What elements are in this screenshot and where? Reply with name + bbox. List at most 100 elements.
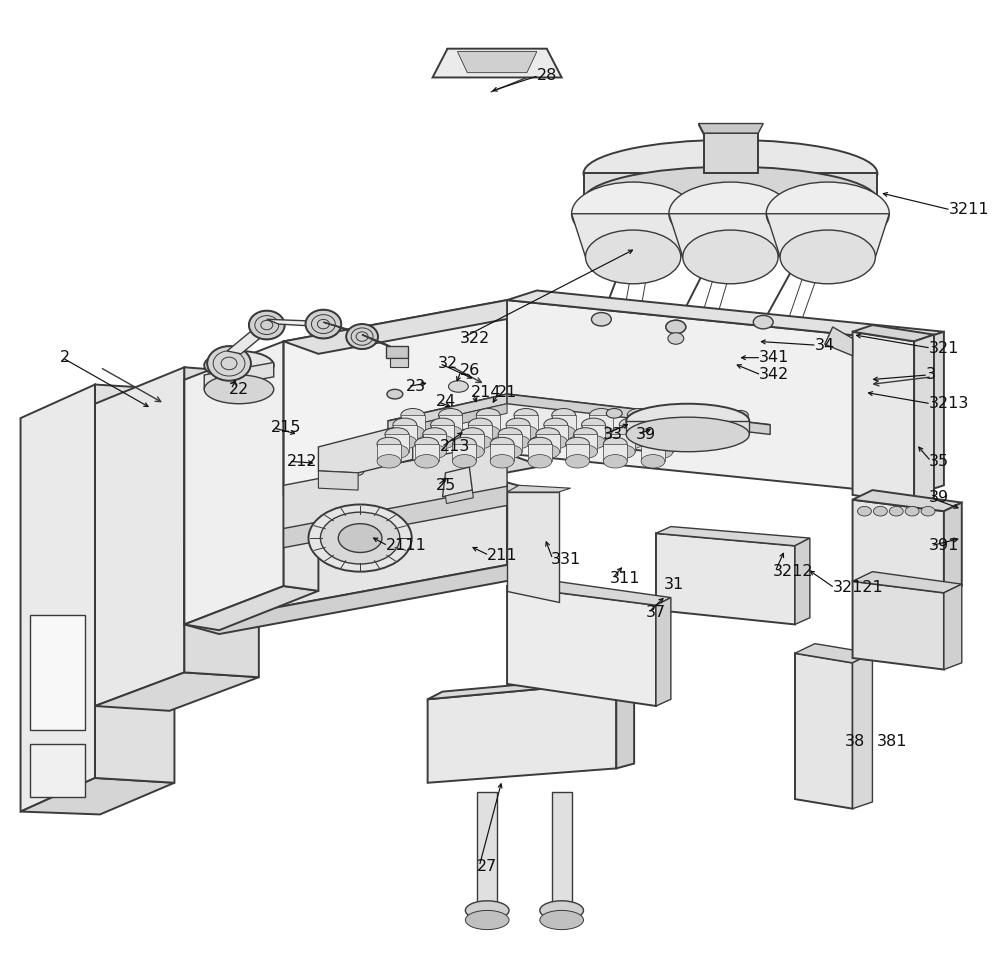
Ellipse shape	[649, 445, 673, 458]
Text: 32121: 32121	[833, 580, 883, 596]
Ellipse shape	[552, 426, 576, 439]
Polygon shape	[603, 444, 627, 461]
Ellipse shape	[439, 408, 462, 422]
Polygon shape	[415, 444, 439, 461]
Text: 27: 27	[477, 859, 498, 874]
Ellipse shape	[683, 230, 778, 283]
Polygon shape	[795, 653, 853, 809]
Ellipse shape	[766, 182, 889, 245]
Polygon shape	[536, 434, 560, 452]
Ellipse shape	[665, 426, 689, 439]
Polygon shape	[388, 404, 507, 440]
Text: 22: 22	[229, 382, 249, 397]
Text: 2: 2	[60, 350, 70, 365]
Text: 3: 3	[926, 367, 936, 382]
Ellipse shape	[732, 410, 748, 420]
Polygon shape	[853, 500, 944, 593]
Ellipse shape	[566, 455, 589, 468]
Polygon shape	[582, 425, 605, 442]
Ellipse shape	[544, 418, 568, 431]
Ellipse shape	[905, 506, 919, 516]
Polygon shape	[362, 334, 398, 350]
Polygon shape	[377, 444, 401, 461]
Ellipse shape	[498, 428, 522, 441]
Polygon shape	[443, 467, 472, 497]
Ellipse shape	[540, 910, 584, 929]
Polygon shape	[574, 434, 597, 452]
Ellipse shape	[308, 505, 412, 572]
Polygon shape	[476, 415, 500, 432]
Text: 26: 26	[459, 362, 480, 378]
Ellipse shape	[572, 182, 695, 245]
Ellipse shape	[619, 435, 643, 449]
Polygon shape	[318, 428, 413, 473]
Text: 322: 322	[459, 331, 490, 346]
Polygon shape	[423, 434, 446, 452]
Polygon shape	[284, 300, 507, 495]
Polygon shape	[284, 486, 507, 548]
Polygon shape	[227, 323, 274, 354]
Ellipse shape	[460, 445, 484, 458]
Ellipse shape	[465, 910, 509, 929]
Ellipse shape	[338, 524, 382, 553]
Ellipse shape	[460, 428, 484, 441]
Ellipse shape	[528, 455, 552, 468]
Text: 23: 23	[406, 379, 426, 394]
Ellipse shape	[465, 900, 509, 920]
Bar	[704, 134, 758, 173]
Polygon shape	[318, 471, 358, 490]
Polygon shape	[665, 415, 689, 432]
Polygon shape	[853, 581, 944, 670]
Polygon shape	[439, 415, 462, 432]
Polygon shape	[452, 444, 476, 461]
Text: 3212: 3212	[773, 564, 814, 579]
Ellipse shape	[468, 435, 492, 449]
Text: 24: 24	[436, 394, 456, 409]
Ellipse shape	[385, 445, 409, 458]
Ellipse shape	[393, 435, 417, 449]
Polygon shape	[616, 675, 634, 769]
Polygon shape	[566, 444, 589, 461]
Polygon shape	[184, 367, 259, 678]
Polygon shape	[914, 334, 934, 505]
Ellipse shape	[249, 310, 285, 339]
Polygon shape	[477, 793, 497, 904]
Ellipse shape	[780, 230, 875, 283]
Polygon shape	[657, 425, 681, 442]
Ellipse shape	[306, 309, 341, 338]
Ellipse shape	[204, 375, 274, 404]
Ellipse shape	[452, 437, 476, 451]
Ellipse shape	[431, 435, 454, 449]
Polygon shape	[552, 793, 572, 904]
Polygon shape	[619, 425, 643, 442]
Text: 391: 391	[929, 538, 959, 554]
Polygon shape	[572, 213, 695, 257]
Ellipse shape	[668, 333, 684, 344]
Text: 215: 215	[271, 420, 301, 435]
Polygon shape	[284, 454, 542, 507]
Ellipse shape	[589, 426, 613, 439]
Ellipse shape	[377, 437, 401, 451]
Ellipse shape	[490, 455, 514, 468]
Polygon shape	[656, 533, 795, 625]
Ellipse shape	[626, 404, 749, 438]
Ellipse shape	[498, 445, 522, 458]
Polygon shape	[795, 644, 872, 663]
Polygon shape	[468, 425, 492, 442]
Ellipse shape	[606, 408, 622, 418]
Polygon shape	[853, 490, 962, 511]
Text: 3213: 3213	[929, 396, 969, 411]
Polygon shape	[204, 362, 274, 389]
Polygon shape	[401, 415, 425, 432]
Ellipse shape	[423, 428, 446, 441]
Polygon shape	[184, 565, 542, 634]
Bar	[30, 615, 85, 730]
Ellipse shape	[657, 418, 681, 431]
Ellipse shape	[626, 417, 749, 452]
Text: 3211: 3211	[949, 203, 990, 217]
Polygon shape	[284, 300, 542, 354]
Polygon shape	[393, 425, 417, 442]
Text: 212: 212	[287, 454, 317, 469]
Polygon shape	[323, 322, 366, 336]
Ellipse shape	[490, 437, 514, 451]
